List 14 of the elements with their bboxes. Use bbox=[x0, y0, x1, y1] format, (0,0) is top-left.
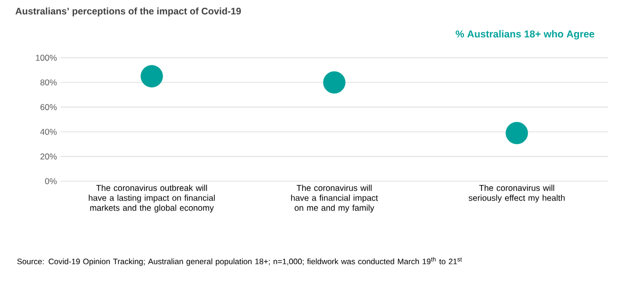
y-tick-label: 100% bbox=[36, 54, 57, 61]
y-tick-label: 80% bbox=[40, 80, 57, 86]
y-tick-label: 60% bbox=[40, 104, 57, 110]
y-tick-label: 40% bbox=[40, 128, 57, 135]
x-tick-label: The coronavirus outbreak will have a lasting impact on financial markets and the global economy bbox=[88, 184, 215, 213]
chart-title: Australians’ perceptions of the impact of Covid-19 bbox=[15, 8, 241, 16]
point bbox=[140, 65, 163, 88]
y-tick-label: 0% bbox=[45, 178, 57, 184]
text: % Australians 18+ who Agree bbox=[456, 30, 594, 40]
y-tick-label: 20% bbox=[40, 154, 57, 160]
point bbox=[323, 71, 346, 94]
x-tick-label: The coronavirus will seriously effect my health bbox=[468, 184, 565, 203]
x-tick-label: The coronavirus will have a financial impact on me and my family bbox=[291, 184, 378, 213]
point bbox=[506, 122, 528, 144]
